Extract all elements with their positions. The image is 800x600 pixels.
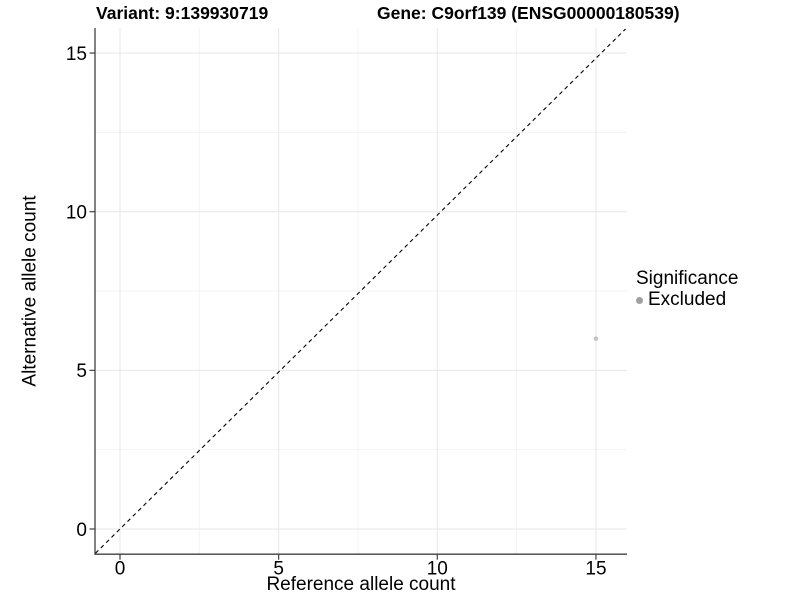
y-tick-label: 15 bbox=[66, 44, 87, 65]
plot-title-gene: Gene: C9orf139 (ENSG00000180539) bbox=[377, 3, 680, 23]
x-tick-label: 15 bbox=[585, 559, 606, 580]
legend-title: Significance bbox=[636, 268, 739, 289]
legend-point-icon bbox=[636, 296, 643, 304]
y-tick-label: 5 bbox=[76, 361, 87, 382]
x-axis-title: Reference allele count bbox=[266, 574, 456, 595]
x-tick-label: 5 bbox=[273, 559, 284, 580]
data-point bbox=[593, 336, 599, 341]
legend: Significance Excluded bbox=[636, 269, 738, 310]
x-tick-label: 10 bbox=[427, 559, 448, 580]
y-tick-label: 0 bbox=[76, 520, 87, 541]
y-axis-title: Alternative allele count bbox=[19, 195, 41, 387]
legend-entry-label: Excluded bbox=[648, 289, 727, 310]
legend-entry: Excluded bbox=[636, 290, 738, 310]
y-tick-label: 10 bbox=[66, 203, 87, 224]
x-tick-label: 0 bbox=[115, 559, 126, 580]
plot-title-variant: Variant: 9:139930719 bbox=[96, 3, 269, 23]
